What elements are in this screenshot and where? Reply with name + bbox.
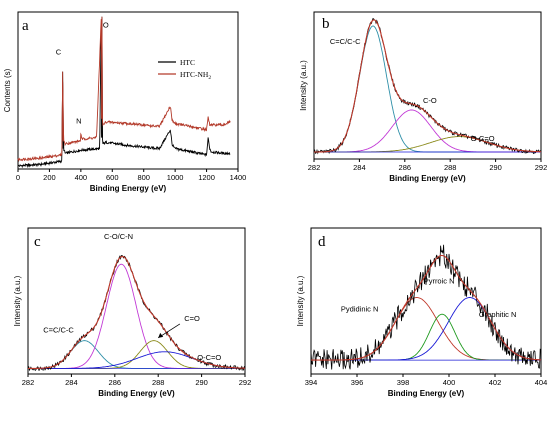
fit-envelope — [311, 254, 541, 361]
chart-panel-b: 282 284 286 288 290 292 Binding Energy (eV) Int… — [299, 11, 548, 183]
peak-annotation: O-C=O — [197, 353, 221, 362]
x-tick-label: 292 — [239, 378, 252, 387]
peak-annotation: C=C/C-C — [330, 37, 361, 46]
y-axis-label: Contents (s) — [3, 68, 12, 112]
peak-annotation: C=O — [184, 314, 200, 323]
x-tick-label: 396 — [351, 378, 364, 387]
chart-panel-c: 282 284 286 288 290 292 Binding Energy (eV) Int… — [13, 227, 252, 398]
x-tick-label: 288 — [152, 378, 165, 387]
panel-letter: b — [322, 16, 330, 32]
y-axis-label: Intensity (a.u.) — [13, 275, 22, 326]
x-tick-label: 402 — [489, 378, 502, 387]
x-axis-label: Binding Energy (eV) — [90, 184, 167, 193]
fit-envelope — [28, 256, 245, 369]
peak-annotation: Pydidinic N — [341, 304, 379, 313]
x-tick-label: 398 — [397, 378, 410, 387]
peak-annotation: C=C/C-C — [43, 325, 74, 334]
series-line-htc-nh2 — [17, 19, 231, 162]
x-tick-label: 1200 — [198, 173, 215, 182]
x-axis-label: Binding Energy (eV) — [389, 174, 466, 183]
x-tick-label: 394 — [305, 378, 318, 387]
panel-letter: c — [34, 234, 41, 250]
component-peak-1 — [314, 109, 541, 153]
plot-frame — [313, 11, 542, 160]
peak-annotation: C — [56, 47, 62, 56]
panel-letter: a — [22, 18, 29, 34]
x-tick-label: 1000 — [167, 173, 184, 182]
y-axis-label: Intensity (a.u.) — [296, 275, 305, 326]
x-tick-label: 400 — [443, 378, 456, 387]
x-tick-label: 404 — [535, 378, 548, 387]
chart-panel-a: 0 200 400 600 800 1000 1200 1400 Binding Energy … — [3, 11, 247, 193]
legend-label-subscript: 2 — [208, 75, 211, 81]
series-line-htc — [17, 26, 231, 169]
legend-label: HTC — [180, 58, 195, 67]
series-peak — [61, 71, 64, 141]
x-tick-label: 292 — [535, 163, 548, 172]
peak-annotation: Graphitic N — [479, 310, 517, 319]
x-tick-label: 1400 — [230, 173, 247, 182]
peak-annotation: Pyrroic N — [424, 277, 455, 286]
legend-label: HTC-NH2 — [180, 70, 211, 81]
peak-annotation: C-O/C-N — [104, 232, 133, 241]
x-tick-label: 600 — [106, 173, 119, 182]
x-tick-label: 284 — [353, 163, 366, 172]
series-peak — [100, 16, 103, 119]
raw-spectrum — [310, 244, 542, 370]
x-tick-label: 286 — [109, 378, 122, 387]
fit-envelope — [314, 19, 541, 153]
peak-annotation: N — [76, 116, 81, 125]
y-axis-label: Intensity (a.u.) — [299, 60, 308, 111]
x-tick-label: 282 — [308, 163, 321, 172]
plot-frame — [27, 227, 246, 375]
legend-label-base: HTC-NH — [180, 70, 209, 79]
peak-annotation: C-O — [423, 96, 437, 105]
annotation-arrowhead — [158, 332, 164, 338]
peak-annotation: O — [103, 21, 109, 30]
x-tick-label: 284 — [65, 378, 78, 387]
x-tick-label: 286 — [399, 163, 412, 172]
chart-panel-d: 394 396 398 400 402 404 Binding Energy (eV) Int… — [296, 227, 548, 398]
x-tick-label: 0 — [16, 173, 20, 182]
x-axis-label: Binding Energy (eV) — [388, 389, 465, 398]
peak-annotation: O-C=O — [471, 134, 495, 143]
x-axis-label: Binding Energy (eV) — [98, 389, 175, 398]
x-tick-label: 290 — [195, 378, 208, 387]
x-tick-label: 288 — [444, 163, 457, 172]
x-tick-label: 200 — [43, 173, 56, 182]
plot-frame — [17, 11, 239, 170]
x-tick-label: 290 — [489, 163, 502, 172]
x-tick-label: 400 — [75, 173, 88, 182]
plot-frame — [310, 227, 542, 375]
component-peak-2 — [314, 136, 541, 153]
x-tick-label: 282 — [22, 378, 35, 387]
x-tick-label: 800 — [137, 173, 150, 182]
panel-letter: d — [318, 234, 326, 250]
